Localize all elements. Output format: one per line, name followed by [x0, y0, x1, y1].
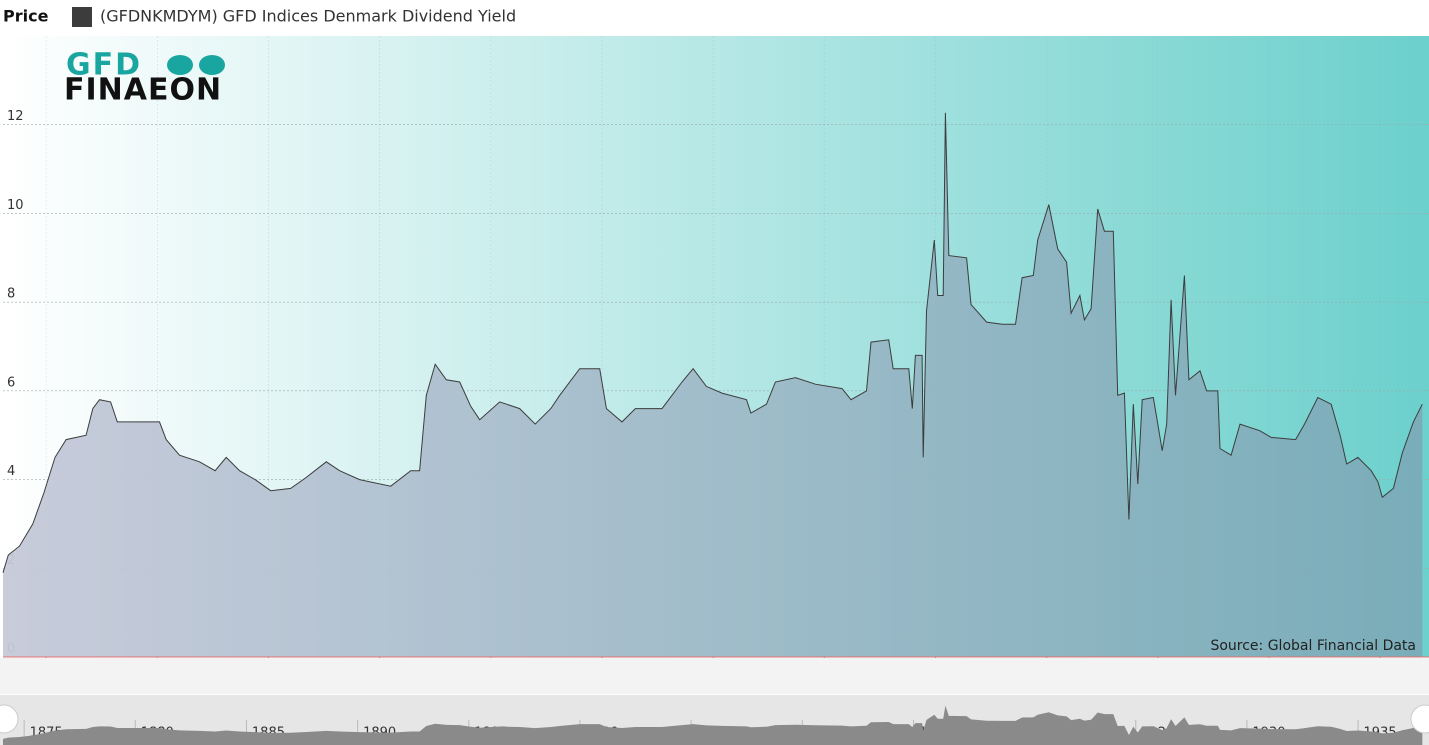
x-axis-band	[0, 658, 1429, 694]
logo-leaf	[199, 55, 225, 75]
y-tick-label: 4	[7, 464, 15, 479]
scroll-handle[interactable]	[1410, 704, 1429, 734]
y-tick-label: 6	[7, 375, 15, 390]
legend-title: Price	[3, 7, 49, 26]
logo-bottom: FINAEON	[64, 73, 222, 108]
logo-top: GFD	[66, 48, 142, 83]
scroll-handle[interactable]	[0, 704, 19, 734]
y-tick-label: 12	[7, 109, 24, 124]
legend-swatch	[72, 7, 92, 27]
header	[0, 0, 1429, 36]
line	[2, 112, 1423, 573]
logo-leaf	[167, 55, 193, 75]
y-tick-label: 8	[7, 287, 15, 302]
legend-label: (GFDNKMDYM) GFD Indices Denmark Dividend…	[100, 7, 516, 26]
y-tick-label: 10	[7, 198, 24, 213]
navigator-area	[3, 705, 1423, 745]
area	[3, 112, 1423, 657]
source: Source: Global Financial Data	[1210, 638, 1416, 654]
